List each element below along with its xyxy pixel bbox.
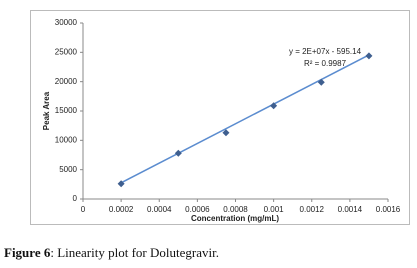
x-tick-label: 0.0004 xyxy=(147,205,172,214)
caption-label: Figure 6 xyxy=(4,245,51,260)
y-tick-label: 5000 xyxy=(59,165,77,174)
x-axis-label: Concentration (mg/mL) xyxy=(191,214,279,223)
y-tick-label: 20000 xyxy=(55,77,78,86)
data-point xyxy=(270,102,278,110)
data-point xyxy=(117,180,125,188)
caption: Figure 6: Linearity plot for Dolutegravi… xyxy=(4,245,219,260)
annotation: y = 2E+07x - 595.14 xyxy=(289,47,362,56)
x-tick-label: 0.0006 xyxy=(185,205,210,214)
trendline xyxy=(120,54,370,184)
data-point xyxy=(365,52,373,60)
y-tick-label: 25000 xyxy=(55,47,78,56)
x-tick-label: 0 xyxy=(81,205,86,214)
data-point xyxy=(317,78,325,86)
annotation: R² = 0.9987 xyxy=(304,59,347,68)
y-tick-label: 10000 xyxy=(55,135,78,144)
x-tick-label: 0.001 xyxy=(264,205,285,214)
x-tick-label: 0.0016 xyxy=(376,205,401,214)
x-tick-label: 0.0002 xyxy=(109,205,134,214)
data-point xyxy=(222,129,230,137)
chart-border xyxy=(30,10,410,225)
x-tick-label: 0.0014 xyxy=(338,205,363,214)
x-tick-label: 0.0008 xyxy=(223,205,248,214)
y-axis-label: Peak Area xyxy=(42,91,51,130)
y-tick-label: 30000 xyxy=(55,18,78,27)
x-tick-label: 0.0012 xyxy=(300,205,325,214)
y-tick-label: 0 xyxy=(73,194,78,203)
y-tick-label: 15000 xyxy=(55,106,78,115)
caption-text: : Linearity plot for Dolutegravir. xyxy=(50,245,219,260)
data-point xyxy=(174,149,182,157)
